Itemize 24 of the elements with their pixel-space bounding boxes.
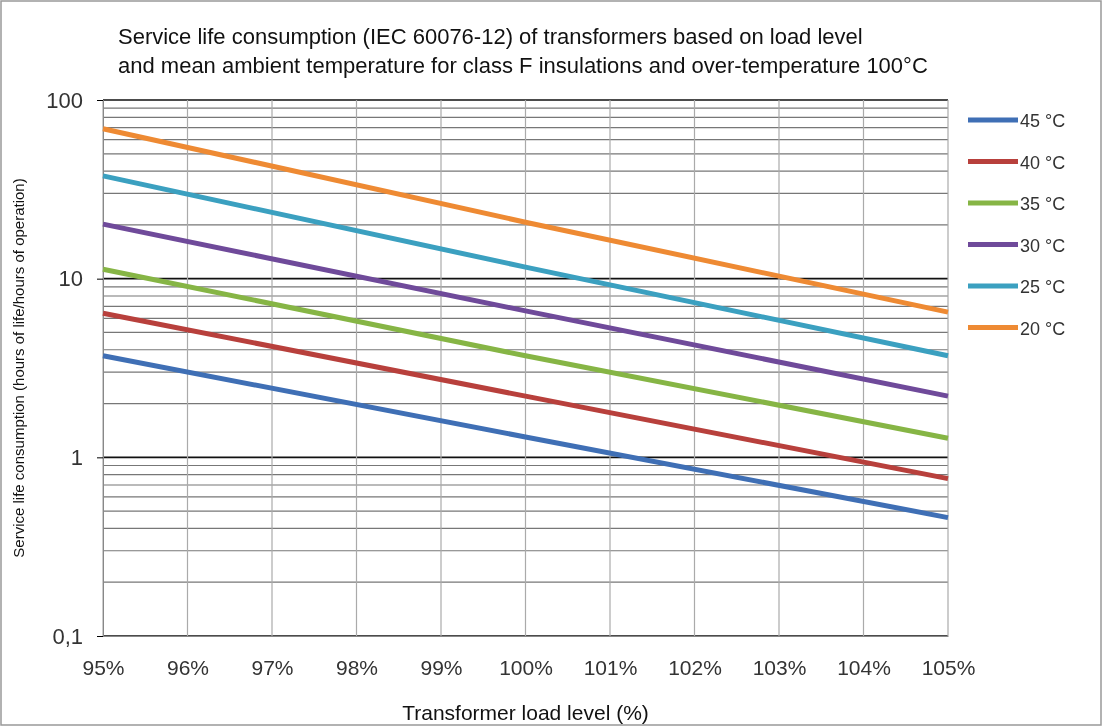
legend-label: 30 °C [1020,235,1066,256]
x-tick-label: 99% [420,655,463,679]
x-axis-title: Transformer load level (%) [402,701,649,724]
chart-title: Service life consumption (IEC 60076-12) of transformers based on load level and mean ambient temperature for class F insulations and over-temperature 100°C [118,24,928,78]
y-tick-label: 1 [70,444,83,470]
x-tick-label: 97% [251,655,294,679]
x-tick-label: 98% [335,655,379,679]
y-axis-title: Service life consumption (hours of life/hours of operation) [10,178,27,558]
x-tick-label: 100% [499,655,553,679]
y-tick-label: 0,1 [52,623,83,649]
x-tick-label: 102% [668,655,722,679]
x-tick-label: 96% [166,655,210,679]
x-tick-label: 103% [752,655,807,679]
x-tick-label: 104% [837,655,891,679]
y-tick-label: 10 [58,266,83,292]
legend-label: 25 °C [1020,277,1066,297]
x-tick-label: 95% [82,655,125,679]
legend-label: 40 °C [1020,152,1066,173]
x-tick-label: 101% [583,655,638,679]
y-tick-label: 100 [46,87,83,113]
legend-label: 45 °C [1020,111,1066,131]
x-tick-label: 105% [921,655,976,679]
legend-label: 35 °C [1020,194,1066,214]
legend-label: 20 °C [1020,318,1066,339]
